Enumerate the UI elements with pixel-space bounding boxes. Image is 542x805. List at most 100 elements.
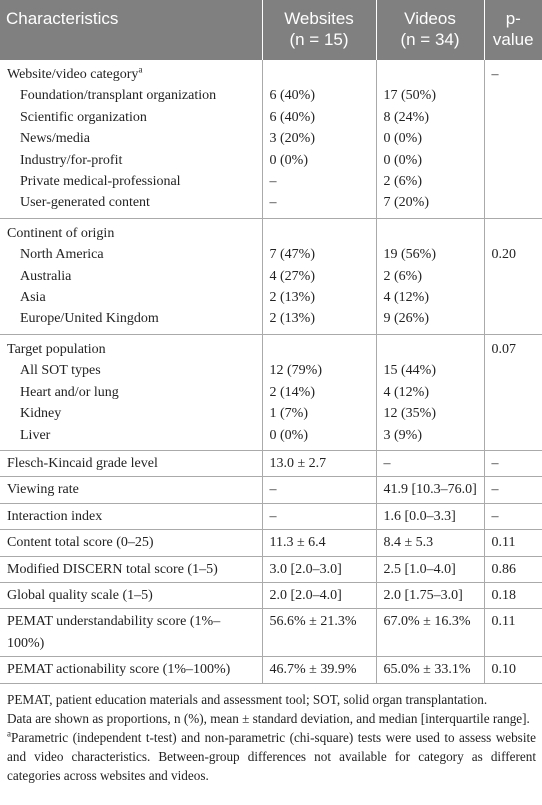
cell-text: – — [491, 455, 499, 471]
cell: – — [483, 503, 542, 531]
table-row: Kidney 1 (7%) 12 (35%) — [0, 403, 542, 425]
row-label: Kidney — [0, 403, 262, 424]
footnotes: PEMAT, patient education materials and a… — [0, 684, 542, 785]
table-row: All SOT types 12 (79%) 15 (44%) — [0, 360, 542, 382]
cell — [375, 60, 484, 86]
cell: 8 (24%) — [375, 106, 484, 129]
footnote: PEMAT, patient education materials and a… — [7, 690, 536, 709]
footnote-text: Data are shown as proportions, n (%), me… — [7, 710, 530, 726]
row-label: Flesch-Kincaid grade level — [0, 450, 262, 478]
cell-text: 41.9 [10.3–76.0] — [383, 482, 477, 498]
cell-text: – — [269, 508, 277, 524]
cell-text: Continent of origin — [7, 225, 115, 241]
cell-text: 0.10 — [491, 662, 517, 678]
cell-text: User-generated content — [20, 195, 150, 211]
row-label: Australia — [0, 266, 262, 287]
cell: 9 (26%) — [375, 308, 484, 335]
row-label: Global quality scale (1–5) — [0, 582, 262, 610]
cell: 3 (9%) — [375, 424, 484, 451]
footnote-mark: a — [138, 64, 143, 75]
table-row: Continent of origin — [0, 218, 542, 245]
cell: 0 (0%) — [375, 149, 484, 172]
cell-text: Europe/United Kingdom — [20, 311, 159, 327]
cell: 7 (47%) — [261, 244, 376, 266]
row-label: Continent of origin — [0, 218, 262, 244]
header-cell: Characteristics — [0, 0, 262, 60]
table-row: Interaction index – 1.6 [0.0–3.3] – — [0, 503, 542, 531]
cell — [483, 192, 542, 219]
cell — [261, 60, 376, 86]
header-line: (n = 15) — [289, 30, 349, 49]
cell — [375, 218, 484, 245]
cell-text: News/media — [20, 131, 90, 147]
table-row: Liver 0 (0%) 3 (9%) — [0, 424, 542, 451]
cell: 2 (13%) — [261, 308, 376, 335]
cell-text: Content total score (0–25) — [7, 535, 154, 551]
cell-text: Heart and/or lung — [20, 384, 119, 400]
data-table: Characteristics Websites (n = 15) Videos (n … — [0, 0, 542, 684]
cell-text: 1 (7%) — [269, 406, 309, 422]
cell-text: 7 (20%) — [383, 195, 430, 211]
table-row: Target population 0.07 — [0, 334, 542, 361]
cell: 1 (7%) — [261, 403, 376, 425]
row-label: Scientific organization — [0, 107, 262, 128]
cell: – — [375, 450, 484, 478]
cell: 2 (6%) — [375, 171, 484, 193]
row-label: Foundation/transplant organization — [0, 85, 262, 106]
cell: – — [261, 503, 376, 531]
cell-text: Private medical-professional — [20, 174, 181, 190]
row-label: Liver — [0, 424, 262, 451]
cell: 67.0% ± 16.3% — [375, 608, 484, 658]
table-row: Asia 2 (13%) 4 (12%) — [0, 287, 542, 309]
cell: 65.0% ± 33.1% — [375, 656, 484, 684]
header-cell: Videos (n = 34) — [375, 0, 484, 60]
table-row: Modified DISCERN total score (1–5) 3.0 [2… — [0, 556, 542, 583]
cell: 17 (50%) — [375, 85, 484, 107]
row-label: Asia — [0, 287, 262, 308]
cell-text: 4 (27%) — [269, 268, 316, 284]
footnote-text: PEMAT, patient education materials and a… — [7, 691, 488, 707]
cell: 4 (12%) — [375, 381, 484, 404]
table-row: Flesch-Kincaid grade level 13.0 ± 2.7 – – — [0, 450, 542, 478]
table-row: Scientific organization 6 (40%) 8 (24%) — [0, 106, 542, 129]
cell-text: 46.7% ± 39.9% — [269, 662, 357, 678]
cell-text: Asia — [20, 290, 46, 306]
cell-text: 2 (6%) — [383, 268, 423, 284]
row-label: PEMAT actionability score (1%–100%) — [0, 656, 262, 684]
row-label: Private medical-professional — [0, 171, 262, 192]
cell: 19 (56%) — [375, 244, 484, 266]
row-label: Viewing rate — [0, 476, 262, 504]
cell-text: Viewing rate — [7, 482, 79, 498]
table-row: User-generated content – 7 (20%) — [0, 192, 542, 219]
cell: 0.07 — [483, 334, 542, 361]
cell — [483, 171, 542, 193]
cell-text: – — [269, 195, 277, 211]
cell: 0 (0%) — [375, 128, 484, 150]
table-row: North America 7 (47%) 19 (56%) 0.20 — [0, 244, 542, 266]
cell: 41.9 [10.3–76.0] — [375, 476, 484, 504]
table-row: Private medical-professional – 2 (6%) — [0, 171, 542, 193]
cell-text: 1.6 [0.0–3.3] — [383, 508, 456, 524]
table-row: Global quality scale (1–5) 2.0 [2.0–4.0] 2… — [0, 582, 542, 610]
cell-text: 6 (40%) — [269, 109, 316, 125]
cell: 7 (20%) — [375, 192, 484, 219]
table-row: Website/video categorya – — [0, 60, 542, 86]
cell-text: Scientific organization — [20, 109, 147, 125]
cell: – — [483, 476, 542, 504]
cell: 0.20 — [483, 244, 542, 266]
cell — [483, 360, 542, 382]
cell-text: Industry/for-profit — [20, 152, 123, 168]
cell — [261, 334, 376, 361]
table-body: Website/video categorya – Foundation/trans… — [0, 60, 542, 684]
table-row: Australia 4 (27%) 2 (6%) — [0, 265, 542, 288]
header-line: Websites — [284, 9, 354, 28]
cell-text: Interaction index — [7, 508, 103, 524]
cell: 0 (0%) — [261, 149, 376, 172]
footnote: aParametric (independent t-test) and non… — [7, 728, 536, 785]
cell: 4 (12%) — [375, 287, 484, 309]
cell-text: – — [383, 455, 391, 471]
table-row: PEMAT understandability score (1%–100%) 5… — [0, 608, 542, 658]
header-row: Characteristics Websites (n = 15) Videos (n … — [0, 0, 542, 60]
footnote-mark: a — [7, 728, 11, 739]
cell-text: 0 (0%) — [383, 152, 423, 168]
